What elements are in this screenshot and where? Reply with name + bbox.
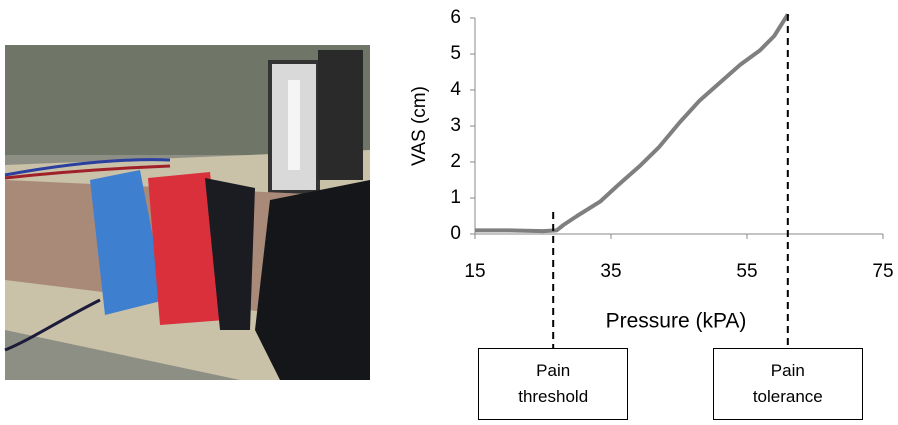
y-tick-label: 2 (450, 151, 461, 172)
x-tick-label: 35 (600, 261, 621, 282)
y-tick-label: 0 (450, 223, 461, 244)
y-tick-label: 1 (450, 187, 461, 208)
y-tick-label: 4 (450, 79, 461, 100)
line (475, 14, 788, 231)
annotation-box: Pain tolerance (713, 348, 863, 420)
photo (5, 45, 370, 380)
chart: VAS (cm) Pressure (kPA) 0 1 2 3 4 5 6 15 35 55 75 (409, 7, 894, 348)
x-tick-label: 55 (736, 261, 757, 282)
y-tick-label: 6 (450, 7, 461, 28)
x-axis-title: Pressure (kPA) (606, 310, 747, 333)
annotation-box: Pain threshold (478, 348, 628, 420)
x-tick-label: 75 (872, 261, 893, 282)
x-tick-label: 15 (464, 261, 485, 282)
y-axis-title: VAS (cm) (409, 86, 430, 166)
page: VAS (cm) Pressure (kPA) 012345615355575 … (0, 0, 898, 425)
y-tick-label: 5 (450, 43, 461, 64)
y-tick-label: 3 (450, 115, 461, 136)
